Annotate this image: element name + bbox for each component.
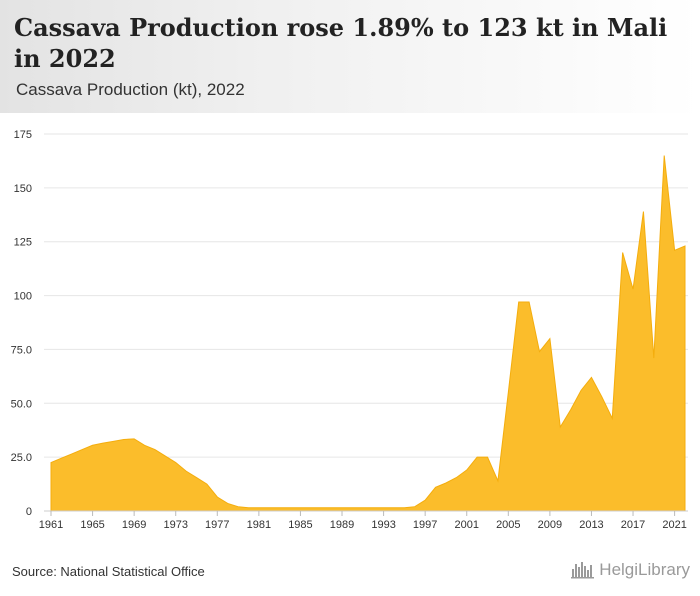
data-point (497, 480, 499, 482)
data-point (414, 505, 416, 507)
data-point (601, 396, 603, 398)
x-tick-label: 2013 (579, 519, 603, 531)
helgilibrary-logo[interactable]: HelgiLibrary (571, 560, 690, 580)
y-tick-label: 150 (14, 183, 32, 195)
x-tick-label: 1965 (80, 519, 104, 531)
data-point (538, 350, 540, 352)
data-point (320, 507, 322, 509)
data-point (60, 457, 62, 459)
data-point (154, 448, 156, 450)
data-point (455, 476, 457, 478)
series-area (50, 154, 686, 512)
data-point (653, 357, 655, 359)
data-point (559, 426, 561, 428)
data-point (580, 389, 582, 391)
area-fill (50, 155, 686, 512)
data-point (341, 507, 343, 509)
data-point (112, 440, 114, 442)
data-point (91, 444, 93, 446)
data-point (528, 301, 530, 303)
data-point (185, 470, 187, 472)
data-point (175, 461, 177, 463)
data-point (164, 455, 166, 457)
data-point (569, 409, 571, 411)
data-point (226, 502, 228, 504)
data-point (632, 288, 634, 290)
data-point (50, 461, 52, 463)
data-point (486, 456, 488, 458)
x-tick-label: 1961 (39, 519, 63, 531)
data-point (642, 210, 644, 212)
x-tick-label: 1969 (122, 519, 146, 531)
data-point (403, 507, 405, 509)
data-point (362, 507, 364, 509)
x-tick-label: 1993 (371, 519, 395, 531)
data-point (372, 507, 374, 509)
data-point (424, 499, 426, 501)
x-tick-label: 1985 (288, 519, 312, 531)
x-tick-label: 2005 (496, 519, 520, 531)
data-point (611, 417, 613, 419)
x-tick-label: 1989 (330, 519, 354, 531)
chart-title: Cassava Production rose 1.89% to 123 kt … (14, 13, 668, 73)
data-point (351, 507, 353, 509)
data-point (268, 507, 270, 509)
y-tick-label: 75.0 (11, 344, 32, 356)
area-chart: 1961 1965 1969 1973 1977 1981 1985 1989 1993 1997… (11, 129, 688, 531)
data-point (466, 469, 468, 471)
data-point (81, 448, 83, 450)
data-point (123, 438, 125, 440)
data-point (195, 476, 197, 478)
data-point (507, 391, 509, 393)
city-skyline-icon (571, 562, 595, 579)
data-point (393, 507, 395, 509)
data-point (289, 507, 291, 509)
x-axis: 1961 1965 1969 1973 1977 1981 1985 1989 1993 1997… (39, 510, 688, 531)
x-tick-label: 1977 (205, 519, 229, 531)
data-point (258, 507, 260, 509)
data-point (299, 507, 301, 509)
y-tick-label: 50.0 (11, 398, 32, 410)
data-point (673, 249, 675, 251)
x-tick-label: 2001 (454, 519, 478, 531)
data-point (445, 482, 447, 484)
data-point (434, 486, 436, 488)
data-point (518, 301, 520, 303)
x-tick-label: 1997 (413, 519, 437, 531)
data-point (102, 442, 104, 444)
data-point (237, 505, 239, 507)
data-point (621, 251, 623, 253)
y-axis: 0 25.0 50.0 75.0 100 125 150 175 (11, 129, 32, 518)
x-tick-label: 2009 (538, 519, 562, 531)
data-point (143, 444, 145, 446)
data-point (663, 154, 665, 156)
x-tick-label: 2017 (621, 519, 645, 531)
y-tick-label: 125 (14, 237, 32, 249)
data-point (476, 456, 478, 458)
x-tick-label: 1981 (247, 519, 271, 531)
data-point (247, 507, 249, 509)
data-point (278, 507, 280, 509)
logo-text: HelgiLibrary (599, 560, 690, 579)
y-tick-label: 100 (14, 291, 32, 303)
x-tick-label: 2021 (662, 519, 686, 531)
y-tick-label: 0 (26, 506, 32, 518)
source-note: Source: National Statistical Office (12, 564, 205, 579)
data-point (133, 438, 135, 440)
data-point (206, 483, 208, 485)
data-point (382, 507, 384, 509)
chart-subtitle: Cassava Production (kt), 2022 (16, 80, 245, 99)
data-point (71, 453, 73, 455)
data-point (216, 496, 218, 498)
chart-header: Cassava Production rose 1.89% to 123 kt … (0, 0, 700, 113)
data-point (684, 245, 686, 247)
y-tick-label: 175 (14, 129, 32, 141)
data-point (330, 507, 332, 509)
data-point (310, 507, 312, 509)
data-point (590, 376, 592, 378)
x-tick-label: 1973 (163, 519, 187, 531)
y-tick-label: 25.0 (11, 452, 32, 464)
data-point (549, 337, 551, 339)
